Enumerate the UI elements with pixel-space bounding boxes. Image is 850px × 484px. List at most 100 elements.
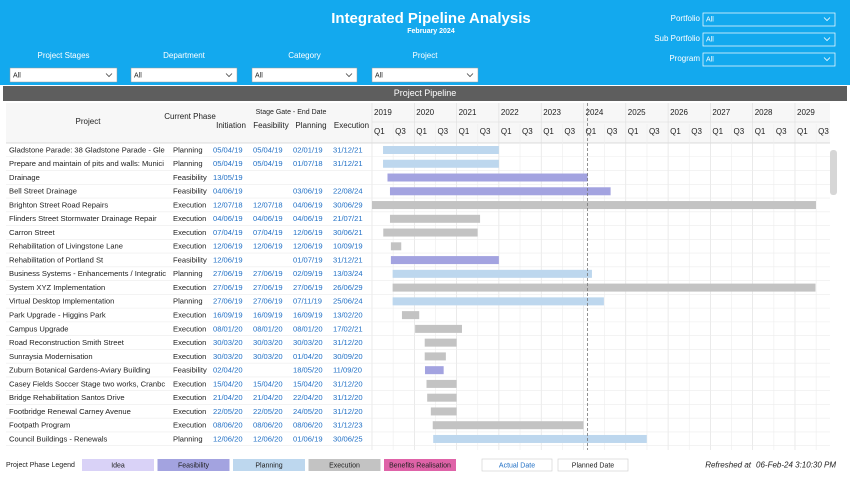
table-header-bg — [6, 103, 830, 143]
column-header: Feasibility — [253, 121, 289, 130]
project-name: Casey Fields Soccer Stage two works, Cra… — [9, 379, 165, 388]
stage-date: 22/08/24 — [333, 187, 363, 196]
gantt-bar — [389, 214, 481, 223]
stage-date: 27/06/19 — [253, 283, 283, 292]
stage-date: 05/04/19 — [213, 159, 243, 168]
quarter-label: Q1 — [459, 127, 470, 136]
filter-label: Department — [163, 51, 206, 60]
dropdown[interactable] — [702, 12, 836, 27]
legend-label: Idea — [111, 462, 125, 469]
year-label: 2023 — [543, 108, 561, 117]
stage-date: 12/06/19 — [213, 255, 243, 264]
stage-date: 02/01/19 — [293, 145, 323, 154]
project-name: Sunraysia Modernisation — [9, 352, 93, 361]
dropdown[interactable] — [130, 67, 238, 83]
project-name: Bridge Rehabilitation Santos Drive — [9, 393, 125, 402]
current-phase: Execution — [173, 324, 206, 333]
stage-date: 27/06/19 — [293, 283, 323, 292]
year-label: 2027 — [712, 108, 730, 117]
stage-date: 31/12/20 — [333, 379, 363, 388]
stage-date: 11/09/20 — [333, 366, 362, 375]
gantt-bar — [392, 269, 592, 278]
legend-planned — [557, 458, 629, 472]
stage-date: 21/04/20 — [253, 393, 283, 402]
stage-date: 03/06/19 — [293, 187, 323, 196]
project-name: Rehabilitation of Livingstone Lane — [9, 242, 123, 251]
current-phase: Feasibility — [173, 187, 207, 196]
project-name: Business Systems - Enhancements / Integr… — [9, 269, 166, 278]
stage-date: 30/06/25 — [333, 434, 363, 443]
stage-date: 01/07/18 — [293, 159, 323, 168]
dropdown[interactable] — [702, 52, 836, 67]
legend-swatch — [308, 459, 381, 471]
quarter-label: Q1 — [755, 127, 766, 136]
stage-date: 05/04/19 — [213, 145, 243, 154]
stage-date: 15/04/20 — [293, 379, 323, 388]
stage-date: 13/03/24 — [333, 269, 363, 278]
filter-label: Category — [288, 51, 320, 60]
legend-actual-label: Actual Date — [499, 462, 535, 469]
dropdown[interactable] — [702, 32, 836, 47]
year-label: 2021 — [459, 108, 477, 117]
gantt-bar — [427, 393, 457, 402]
stage-date: 04/06/19 — [213, 214, 243, 223]
dropdown[interactable] — [9, 67, 118, 83]
year-label: 2024 — [586, 108, 604, 117]
quarter-label: Q3 — [649, 127, 660, 136]
column-header: Project — [76, 117, 102, 126]
current-phase: Execution — [173, 421, 206, 430]
stage-date: 15/04/20 — [253, 379, 283, 388]
refreshed-label: Refreshed at — [705, 461, 752, 470]
stage-date: 31/12/21 — [333, 145, 363, 154]
project-name: Prepare and maintain of pits and walls: … — [9, 159, 164, 168]
quarter-label: Q3 — [776, 127, 787, 136]
year-label: 2022 — [501, 108, 519, 117]
stage-date: 25/06/24 — [333, 297, 363, 306]
project-name: Campus Upgrade — [9, 324, 69, 333]
stage-date: 31/12/21 — [333, 255, 363, 264]
stage-date: 30/03/20 — [293, 338, 323, 347]
legend-label: Feasibility — [178, 462, 210, 469]
dropdown[interactable] — [251, 67, 358, 83]
quarter-label: Q1 — [586, 127, 597, 136]
gantt-bar — [424, 352, 446, 361]
stage-date: 31/12/21 — [333, 159, 363, 168]
stage-date: 12/06/19 — [213, 242, 243, 251]
chevron — [823, 37, 831, 42]
stage-date: 21/04/20 — [213, 393, 243, 402]
quarter-label: Q1 — [712, 127, 723, 136]
stage-date: 12/06/19 — [293, 228, 323, 237]
group-header: Stage Gate - End Date — [256, 109, 327, 116]
stage-date: 15/04/20 — [213, 379, 243, 388]
stage-date: 16/09/19 — [253, 311, 283, 320]
quarter-label: Q3 — [395, 127, 406, 136]
gantt-bar — [415, 324, 462, 333]
quarter-label: Q3 — [437, 127, 448, 136]
stage-date: 10/09/19 — [333, 242, 363, 251]
stage-date: 27/06/19 — [213, 269, 243, 278]
project-name: Park Upgrade - Higgins Park — [9, 311, 106, 320]
legend-label: Benefits Realisation — [389, 462, 451, 469]
stage-date: 02/09/19 — [293, 269, 323, 278]
stage-date: 02/04/20 — [213, 366, 243, 375]
stage-date: 04/06/19 — [293, 214, 323, 223]
current-phase: Execution — [173, 407, 206, 416]
gantt-bar — [424, 366, 444, 375]
scrollbar[interactable] — [830, 150, 837, 195]
current-phase: Execution — [173, 379, 206, 388]
legend-swatch — [384, 459, 456, 471]
quarter-label: Q3 — [564, 127, 575, 136]
stage-date: 08/06/20 — [253, 421, 283, 430]
gantt-bar — [390, 242, 402, 251]
project-name: Footbridge Renewal Carney Avenue — [9, 407, 131, 416]
stage-date: 27/06/19 — [253, 269, 283, 278]
stage-date: 08/01/20 — [213, 324, 243, 333]
project-name: Rehabilitation of Portland St — [9, 255, 104, 264]
gantt-bar — [390, 256, 499, 265]
quarter-label: Q3 — [480, 127, 491, 136]
project-name: Brighton Street Road Repairs — [9, 200, 108, 209]
dropdown-value: All — [375, 72, 383, 79]
gantt-bar — [372, 201, 816, 210]
stage-date: 22/04/20 — [293, 393, 323, 402]
dropdown[interactable] — [371, 67, 479, 83]
